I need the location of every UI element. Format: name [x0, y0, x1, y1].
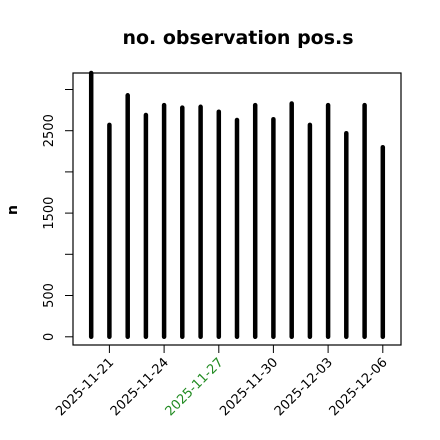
y-tick-label: 0	[42, 333, 57, 341]
y-axis: 0 500 1500 2500	[42, 89, 73, 341]
x-axis: 2025-11-212025-11-242025-11-272025-11-30…	[53, 345, 391, 419]
x-tick-label: 2025-12-06	[327, 355, 391, 419]
plot-frame	[72, 72, 402, 346]
y-axis-label: n	[5, 205, 21, 215]
chart-title: no. observation pos.s	[122, 27, 353, 49]
y-tick-label: 1500	[42, 197, 57, 230]
bars-group	[88, 70, 386, 340]
y-tick-label: 2500	[42, 114, 57, 147]
y-tick-label: 500	[42, 283, 57, 308]
